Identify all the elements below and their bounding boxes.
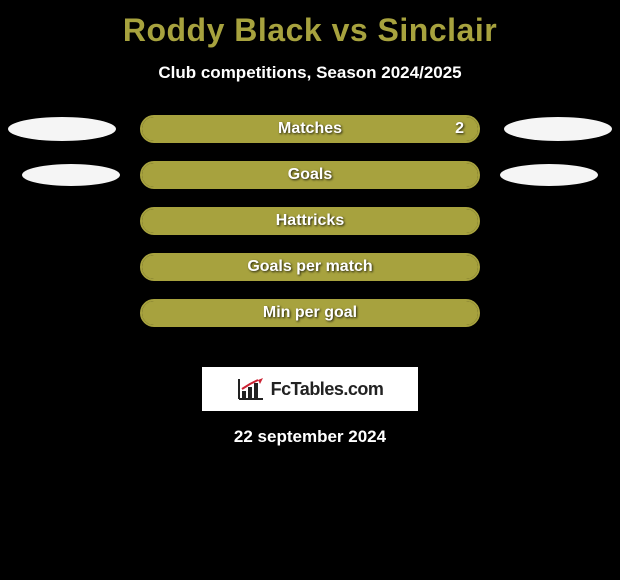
page-subtitle: Club competitions, Season 2024/2025 — [0, 63, 620, 83]
logo-box: FcTables.com — [202, 367, 418, 411]
stat-label: Goals per match — [247, 258, 372, 276]
stat-label: Matches — [278, 120, 342, 138]
left-ellipse — [8, 117, 116, 141]
stat-bar: Matches 2 — [140, 115, 480, 143]
right-ellipse — [500, 164, 598, 186]
stat-label: Min per goal — [263, 304, 357, 322]
right-ellipse — [504, 117, 612, 141]
left-ellipse — [22, 164, 120, 186]
logo-text: FcTables.com — [271, 379, 384, 400]
stat-label: Hattricks — [276, 212, 344, 230]
page-title: Roddy Black vs Sinclair — [0, 0, 620, 49]
stat-row: Goals per match — [0, 253, 620, 299]
date-text: 22 september 2024 — [0, 427, 620, 447]
logo-chart-icon — [237, 377, 265, 401]
stat-row: Min per goal — [0, 299, 620, 345]
stat-bar: Goals — [140, 161, 480, 189]
stat-bar: Hattricks — [140, 207, 480, 235]
stat-value: 2 — [455, 120, 464, 138]
stat-rows: Matches 2 Goals Hattricks Goals per match Min… — [0, 115, 620, 345]
stat-bar: Min per goal — [140, 299, 480, 327]
comparison-card: Roddy Black vs Sinclair Club competition… — [0, 0, 620, 580]
stat-row: Matches 2 — [0, 115, 620, 161]
stat-label: Goals — [288, 166, 332, 184]
stat-row: Goals — [0, 161, 620, 207]
stat-row: Hattricks — [0, 207, 620, 253]
stat-bar: Goals per match — [140, 253, 480, 281]
